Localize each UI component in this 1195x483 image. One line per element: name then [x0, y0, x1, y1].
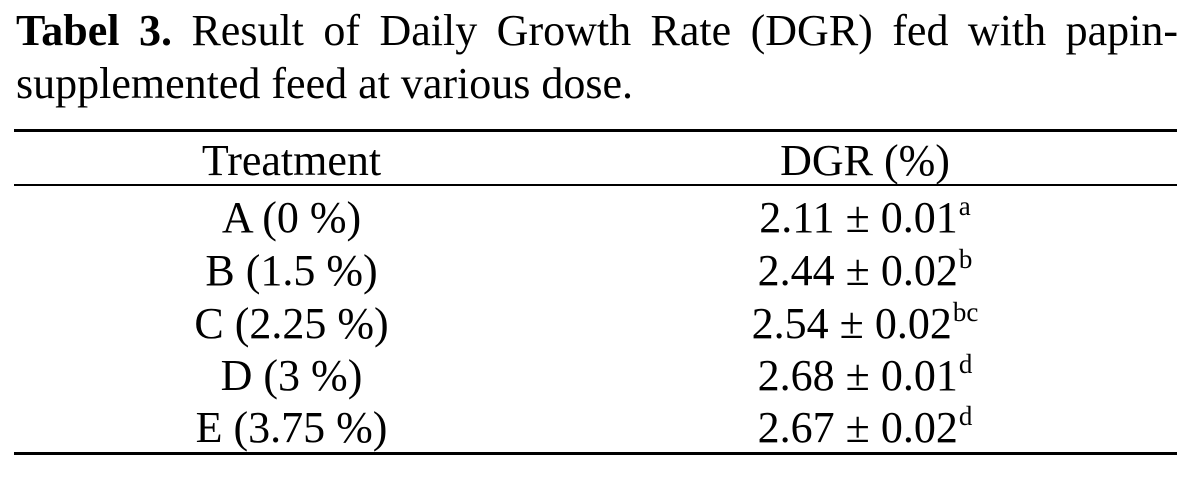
- table-top-rule: [14, 129, 1177, 132]
- dgr-value: 2.44 ± 0.02: [757, 246, 958, 295]
- dgr-value: 2.67 ± 0.02: [757, 403, 958, 452]
- dgr-value: 2.11 ± 0.01: [759, 193, 958, 242]
- treatment-cell: A (0 %): [221, 193, 362, 242]
- dgr-cell: 2.54 ± 0.02bc: [585, 297, 1145, 354]
- dgr-value: 2.68 ± 0.01: [757, 351, 958, 400]
- significance-letter: bc: [952, 297, 979, 327]
- table-caption-text: Result of Daily Growth Rate (DGR) fed wi…: [16, 6, 1178, 108]
- treatment-cell: D (3 %): [220, 351, 363, 400]
- dgr-cell: 2.44 ± 0.02b: [585, 244, 1145, 301]
- treatment-cell: B (1.5 %): [205, 246, 378, 295]
- dgr-value: 2.54 ± 0.02: [751, 299, 952, 348]
- table-caption-label: Tabel 3.: [16, 6, 172, 55]
- dgr-cell: 2.68 ± 0.01d: [585, 349, 1145, 406]
- dgr-cell: 2.67 ± 0.02d: [585, 401, 1145, 458]
- dgr-cell: 2.11 ± 0.01a: [585, 191, 1145, 248]
- table-caption: Tabel 3. Result of Daily Growth Rate (DG…: [16, 4, 1178, 110]
- treatment-cell: E (3.75 %): [195, 403, 388, 452]
- significance-letter: d: [958, 349, 973, 379]
- header-dgr: DGR (%): [780, 136, 950, 185]
- significance-letter: d: [958, 401, 973, 431]
- significance-letter: b: [958, 244, 973, 274]
- treatment-cell: C (2.25 %): [194, 299, 389, 348]
- significance-letter: a: [958, 191, 971, 221]
- table-bottom-rule: [14, 452, 1177, 455]
- table-header-rule: [14, 184, 1177, 186]
- header-treatment: Treatment: [201, 136, 382, 185]
